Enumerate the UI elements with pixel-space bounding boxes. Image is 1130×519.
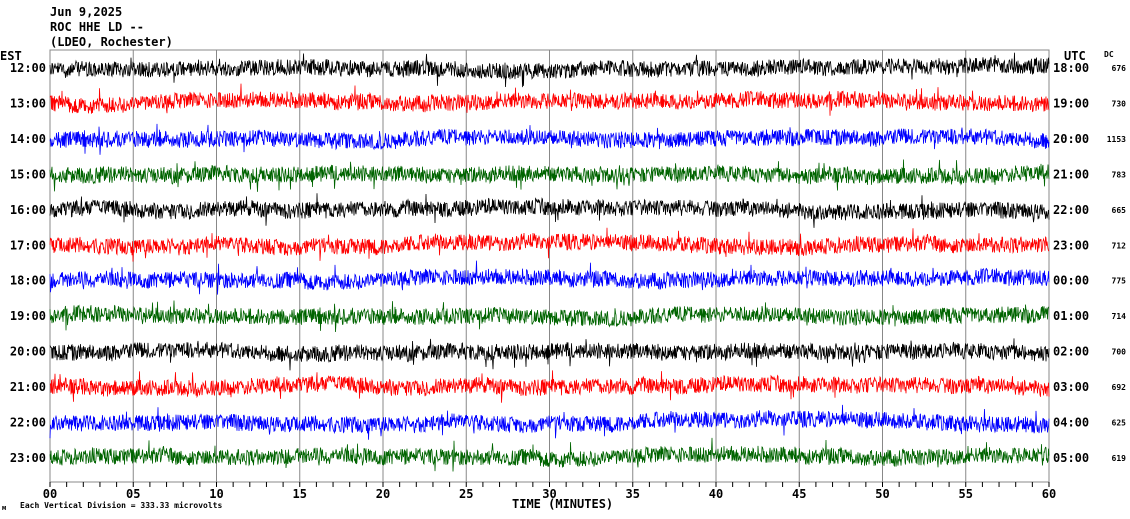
est-hour-label: 22:00 (10, 416, 46, 430)
est-hour-label: 15:00 (10, 167, 46, 181)
seismic-trace (49, 123, 1050, 155)
x-axis: 00 05 10 15 20 25 30 35 40 45 50 55 60 (43, 482, 1056, 501)
utc-hour-label: 01:00 (1053, 309, 1089, 323)
x-tick-label: 55 (959, 487, 973, 501)
date-label: Jun 9,2025 (50, 5, 122, 19)
est-hour-label: 21:00 (10, 380, 46, 394)
right-zone-label: UTC (1064, 49, 1086, 63)
seismic-trace (49, 370, 1050, 403)
seismic-trace (49, 193, 1050, 228)
dc-value: 730 (1112, 99, 1127, 108)
x-tick-label: 15 (293, 487, 307, 501)
dc-value: 783 (1112, 170, 1127, 179)
est-hour-label: 16:00 (10, 203, 46, 217)
x-tick-label: 40 (709, 487, 723, 501)
est-hour-label: 17:00 (10, 238, 46, 252)
dc-label: DC (1104, 50, 1114, 59)
est-hour-label: 14:00 (10, 132, 46, 146)
est-hour-label: 13:00 (10, 96, 46, 110)
dc-value: 619 (1112, 454, 1127, 463)
network-label: (LDEO, Rochester) (50, 35, 173, 49)
corner-mark: м (2, 504, 6, 512)
seismic-trace (49, 52, 1050, 88)
dc-value: 692 (1112, 383, 1127, 392)
est-hour-label: 12:00 (10, 61, 46, 75)
row-labels: 12:00 18:00 676 13:00 19:00 730 14:00 20:00 1153… (10, 61, 1126, 465)
dc-value: 775 (1112, 277, 1127, 286)
est-hour-label: 18:00 (10, 274, 46, 288)
scale-note: Each Vertical Division = 333.33 microvol… (20, 500, 222, 510)
est-hour-label: 20:00 (10, 345, 46, 359)
left-zone-label: EST (0, 49, 22, 63)
x-tick-label: 05 (126, 487, 140, 501)
x-tick-label: 00 (43, 487, 57, 501)
seismic-trace (49, 83, 1050, 116)
seismic-trace (49, 300, 1049, 333)
seismic-trace (49, 437, 1050, 472)
dc-value: 665 (1112, 206, 1127, 215)
est-hour-label: 19:00 (10, 309, 46, 323)
dc-value: 714 (1112, 312, 1127, 321)
utc-hour-label: 18:00 (1053, 61, 1089, 75)
traces (49, 52, 1050, 472)
x-tick-label: 45 (792, 487, 806, 501)
x-axis-title: TIME (MINUTES) (512, 497, 613, 511)
seismic-trace (49, 227, 1050, 262)
x-tick-label: 60 (1042, 487, 1056, 501)
utc-hour-label: 22:00 (1053, 203, 1089, 217)
dc-value: 1153 (1107, 135, 1126, 144)
seismic-trace (49, 159, 1050, 192)
utc-hour-label: 04:00 (1053, 416, 1089, 430)
utc-hour-label: 23:00 (1053, 238, 1089, 252)
utc-hour-label: 02:00 (1053, 345, 1089, 359)
dc-value: 700 (1112, 348, 1127, 357)
seismic-trace (49, 260, 1050, 295)
utc-hour-label: 20:00 (1053, 132, 1089, 146)
x-tick-label: 30 (542, 487, 556, 501)
utc-hour-label: 03:00 (1053, 380, 1089, 394)
x-tick-label: 10 (209, 487, 223, 501)
seismic-trace (49, 404, 1050, 440)
est-hour-label: 23:00 (10, 451, 46, 465)
dc-value: 676 (1112, 64, 1127, 73)
station-label: ROC HHE LD -- (50, 20, 144, 34)
seismic-trace (49, 338, 1050, 371)
utc-hour-label: 19:00 (1053, 96, 1089, 110)
utc-hour-label: 21:00 (1053, 167, 1089, 181)
dc-value: 712 (1112, 241, 1127, 250)
x-tick-label: 35 (626, 487, 640, 501)
x-tick-label: 20 (376, 487, 390, 501)
x-tick-label: 50 (875, 487, 889, 501)
utc-hour-label: 00:00 (1053, 274, 1089, 288)
x-tick-label: 25 (459, 487, 473, 501)
utc-hour-label: 05:00 (1053, 451, 1089, 465)
dc-value: 625 (1112, 419, 1127, 428)
